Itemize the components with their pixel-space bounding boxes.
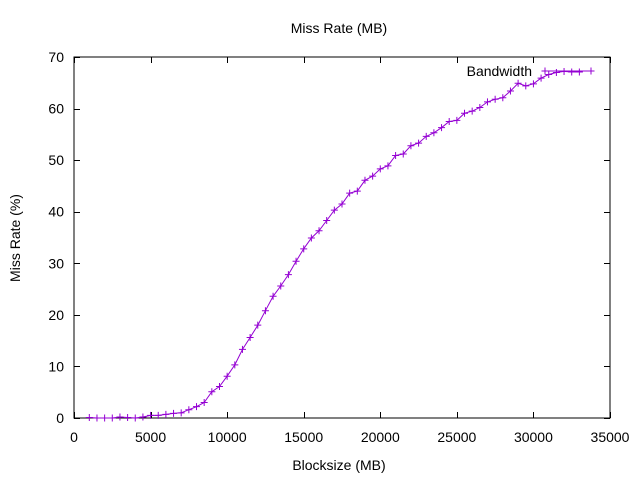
x-tick-label: 35000 <box>591 429 630 445</box>
x-tick-label: 10000 <box>208 429 247 445</box>
data-point <box>223 372 231 380</box>
data-point <box>369 172 377 180</box>
data-point <box>514 79 522 87</box>
data-point <box>108 414 116 422</box>
data-point <box>162 410 170 418</box>
legend-marker <box>541 67 549 75</box>
data-point <box>277 282 285 290</box>
data-point <box>491 95 499 103</box>
data-point <box>338 200 346 208</box>
x-tick-label: 15000 <box>284 429 323 445</box>
data-point <box>193 403 201 411</box>
data-point <box>323 216 331 224</box>
data-point <box>552 68 560 76</box>
data-point <box>453 116 461 124</box>
data-point <box>254 321 262 329</box>
data-point <box>315 227 323 235</box>
y-tick-label: 30 <box>48 255 64 271</box>
data-point <box>307 234 315 242</box>
data-point <box>537 74 545 82</box>
y-tick-label: 40 <box>48 204 64 220</box>
data-point <box>246 334 254 342</box>
series-group <box>85 67 583 422</box>
data-point <box>154 411 162 419</box>
data-point <box>284 271 292 279</box>
data-point <box>545 71 553 79</box>
chart-title: Miss Rate (MB) <box>291 20 387 36</box>
plot-frame <box>73 56 611 419</box>
data-point <box>399 150 407 158</box>
data-point <box>353 187 361 195</box>
x-axis-label: Blocksize (MB) <box>292 457 385 473</box>
series-line <box>89 70 580 419</box>
legend-label: Bandwidth <box>467 63 532 79</box>
data-point <box>575 68 583 76</box>
x-tick-label: 20000 <box>361 429 400 445</box>
legend-marker <box>587 67 595 75</box>
data-point <box>124 413 132 421</box>
data-point <box>269 292 277 300</box>
data-point <box>361 176 369 184</box>
data-point <box>170 409 178 417</box>
data-point <box>499 94 507 102</box>
data-point <box>430 129 438 137</box>
data-point <box>208 388 216 396</box>
x-tick-label: 0 <box>70 429 78 445</box>
data-point <box>215 383 223 391</box>
data-point <box>407 142 415 150</box>
data-point <box>445 117 453 125</box>
x-tick-label: 25000 <box>437 429 476 445</box>
data-point <box>468 107 476 115</box>
data-point <box>261 307 269 315</box>
data-point <box>101 414 109 422</box>
data-point <box>147 411 155 419</box>
data-point <box>415 139 423 147</box>
data-point <box>116 413 124 421</box>
data-point <box>330 206 338 214</box>
data-point <box>392 152 400 160</box>
data-point <box>522 82 530 90</box>
data-point <box>506 87 514 95</box>
data-point <box>139 413 147 421</box>
data-point <box>300 245 308 253</box>
data-point <box>185 406 193 414</box>
data-point <box>438 124 446 132</box>
y-tick-label: 70 <box>48 49 64 65</box>
data-point <box>346 189 354 197</box>
data-point <box>292 257 300 265</box>
x-tick-label: 30000 <box>514 429 553 445</box>
data-point <box>93 414 101 422</box>
plot-border <box>73 56 611 419</box>
legend: Bandwidth <box>467 63 595 79</box>
data-point <box>422 132 430 140</box>
y-tick-label: 0 <box>56 410 64 426</box>
data-point <box>131 414 139 422</box>
data-point <box>384 162 392 170</box>
data-point <box>177 409 185 417</box>
x-axis-ticks: 0 5000 10000 15000 20000 25000 30000 35000 <box>70 57 630 445</box>
data-point <box>476 104 484 112</box>
data-point <box>85 413 93 421</box>
y-tick-label: 50 <box>48 152 64 168</box>
data-point <box>231 361 239 369</box>
y-tick-label: 60 <box>48 101 64 117</box>
y-tick-label: 10 <box>48 358 64 374</box>
data-point <box>238 345 246 353</box>
x-tick-label: 5000 <box>135 429 166 445</box>
y-axis-label: Miss Rate (%) <box>7 194 23 282</box>
data-point <box>376 165 384 173</box>
data-point <box>461 109 469 117</box>
y-axis-ticks: 0 10 20 30 40 50 60 70 <box>48 49 610 426</box>
data-point <box>568 68 576 76</box>
data-point <box>200 399 208 407</box>
data-point <box>529 80 537 88</box>
data-point <box>483 98 491 106</box>
y-tick-label: 20 <box>48 307 64 323</box>
